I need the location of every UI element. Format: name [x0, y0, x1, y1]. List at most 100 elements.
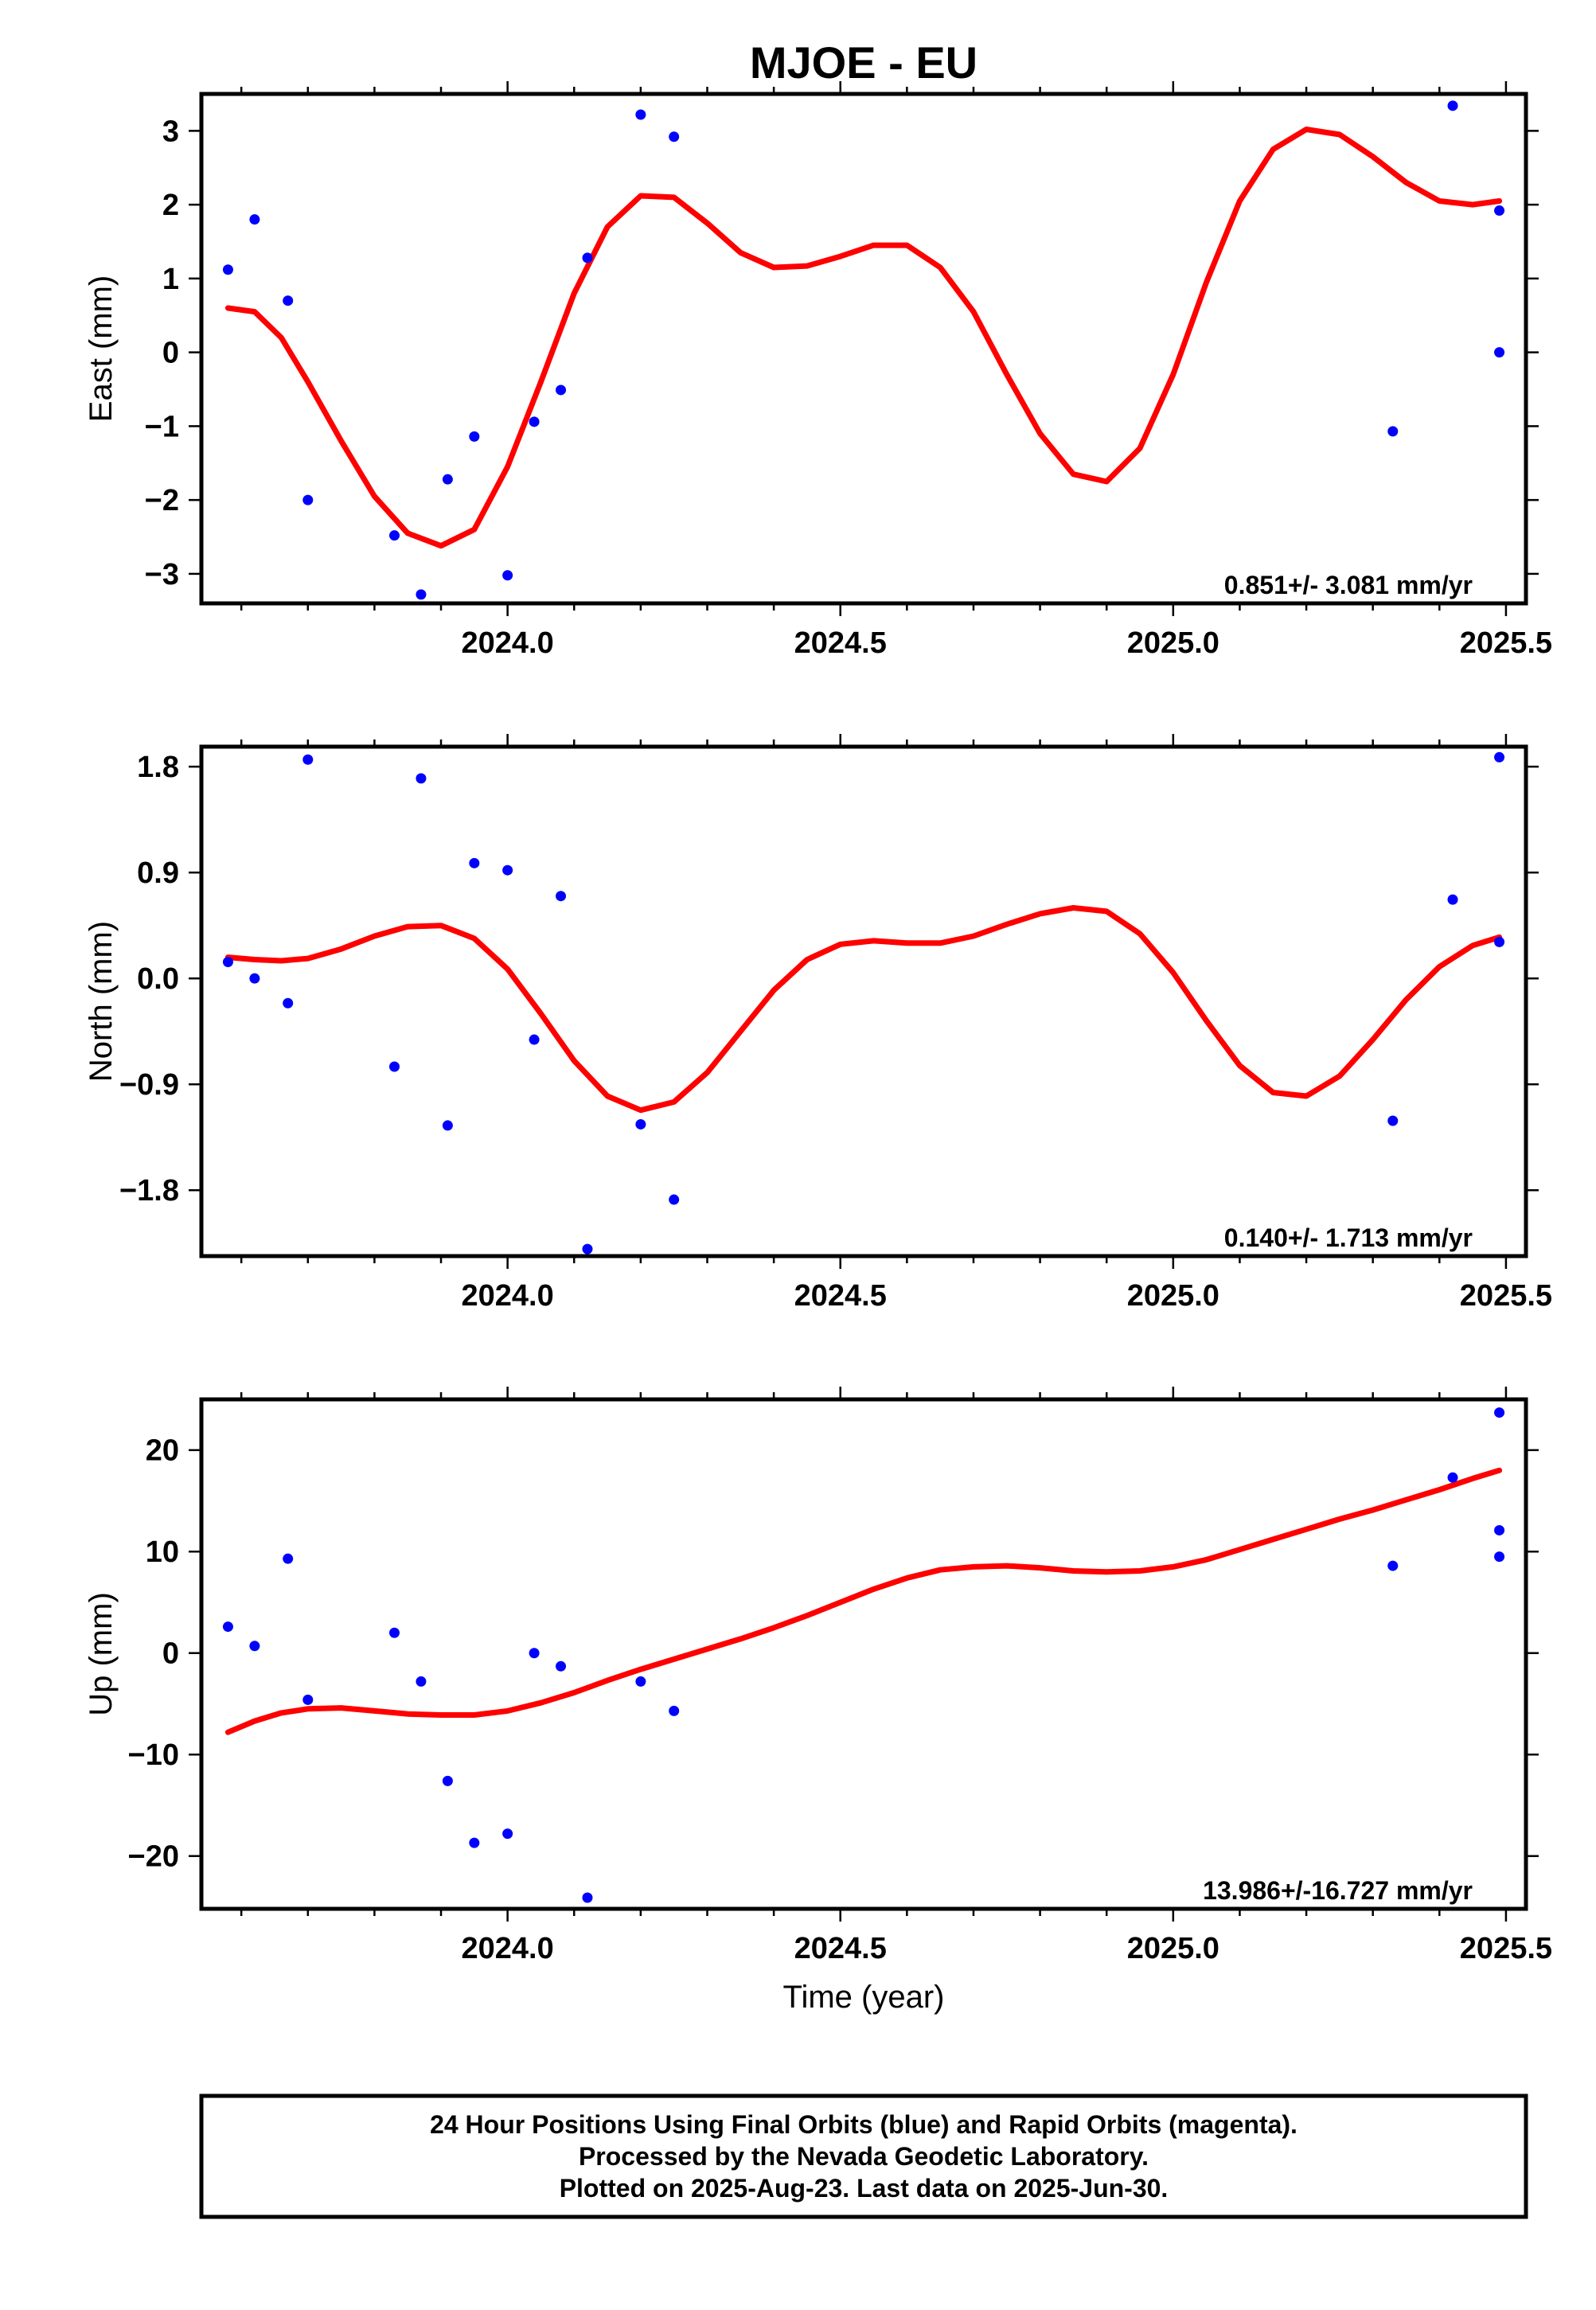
north-data-point	[249, 973, 260, 984]
east-fit-line	[224, 127, 1503, 549]
north-x-tick-label: 2025.0	[1127, 1279, 1219, 1313]
north-data-point	[416, 773, 427, 784]
north-data-point	[1447, 894, 1458, 905]
up-data	[224, 1467, 1503, 1735]
up-rate-label: 13.986+/-16.727 mm/yr	[1203, 1876, 1473, 1905]
east-y-tick-label: 1	[162, 263, 179, 296]
east-data-point	[1447, 100, 1458, 111]
east-data	[224, 127, 1503, 549]
up-fit-line	[224, 1467, 1503, 1735]
north-data-point	[1387, 1115, 1399, 1126]
east-data-point	[249, 214, 260, 225]
east-x-tick-label: 2024.0	[462, 626, 554, 660]
up-y-tick-label: 10	[146, 1535, 179, 1569]
east-data-point	[669, 131, 680, 142]
up-data-point	[1494, 1551, 1505, 1563]
up-data-point	[416, 1676, 427, 1687]
up-data-point	[582, 1892, 593, 1903]
north-data-point	[283, 997, 294, 1009]
north-data-point	[1494, 936, 1505, 947]
north-plot-frame	[199, 744, 1528, 1258]
north-data	[224, 905, 1503, 1114]
east-data-point	[635, 109, 646, 120]
up-data-point	[1447, 1472, 1458, 1483]
up-plot-frame	[199, 1397, 1528, 1911]
north-data-point	[635, 1118, 646, 1130]
north-data-point	[556, 891, 567, 902]
footnote-frame	[199, 2093, 1528, 2219]
north-data-point	[582, 1243, 593, 1255]
east-x-tick-label: 2025.5	[1460, 626, 1552, 660]
east-data-point	[1387, 426, 1399, 437]
east-plot-frame	[199, 92, 1528, 606]
east-data-point	[302, 494, 314, 505]
up-data-point	[222, 1621, 233, 1633]
up-data-point	[1387, 1560, 1399, 1571]
up-y-tick-label: 0	[162, 1637, 179, 1671]
east-data-point	[1494, 205, 1505, 217]
north-data-point	[302, 754, 314, 765]
east-data-point	[556, 384, 567, 396]
footnote-line-3: Plotted on 2025-Aug-23. Last data on 202…	[560, 2174, 1169, 2203]
east-x-tick-label: 2024.5	[794, 626, 887, 660]
north-data-point	[669, 1194, 680, 1205]
up-data-point	[302, 1694, 314, 1705]
up-y-tick-label: −20	[128, 1840, 179, 1874]
up-data-point	[249, 1641, 260, 1652]
east-data-point	[529, 416, 540, 427]
north-y-tick-label: 0.9	[137, 856, 179, 890]
east-rate-label: 0.851+/- 3.081 mm/yr	[1224, 571, 1473, 599]
east-y-tick-label: −1	[145, 410, 179, 443]
up-data-point	[469, 1837, 480, 1848]
up-panel: 2024.0 2024.5 2025.0 2025.5 −20 −10 0 10 20 Up (m…	[84, 1387, 1552, 1965]
east-data-point	[469, 431, 480, 442]
north-y-tick-label: 0.0	[137, 962, 179, 996]
north-panel: 2024.0 2024.5 2025.0 2025.5 −1.8 −0.9 0.0 0.9 1.…	[84, 734, 1552, 1313]
panels: 2024.0 2024.5 2025.0 2025.5 −3 −2 −1 0 1 2 3 East (…	[84, 81, 1552, 1965]
east-data-point	[388, 530, 400, 541]
up-data-point	[502, 1828, 513, 1840]
east-y-tick-label: −3	[145, 558, 179, 591]
north-rate-label: 0.140+/- 1.713 mm/yr	[1224, 1223, 1473, 1252]
east-y-tick-label: 2	[162, 189, 179, 222]
north-x-tick-label: 2024.5	[794, 1279, 887, 1313]
footnote-box: 24 Hour Positions Using Final Orbits (bl…	[199, 2093, 1528, 2219]
up-x-tick-label: 2024.0	[462, 1932, 554, 1965]
north-data-point	[529, 1034, 540, 1045]
north-y-tick-label: −0.9	[119, 1068, 179, 1102]
east-data-point	[1494, 347, 1505, 358]
east-y-tick-label: 0	[162, 337, 179, 370]
north-data-point	[222, 956, 233, 967]
east-data-point	[442, 474, 453, 485]
north-y-axis-label: North (mm)	[84, 921, 119, 1082]
up-x-tick-label: 2025.5	[1460, 1932, 1552, 1965]
up-data-point	[1494, 1407, 1505, 1418]
north-y-tick-label: −1.8	[119, 1174, 179, 1208]
east-y-tick-label: 3	[162, 115, 179, 148]
footnote-line-2: Processed by the Nevada Geodetic Laborat…	[579, 2142, 1149, 2171]
north-y-tick-label: 1.8	[137, 751, 179, 784]
up-data-point	[1494, 1524, 1505, 1535]
north-data-point	[1494, 751, 1505, 763]
east-x-tick-label: 2025.0	[1127, 626, 1219, 660]
up-data-point	[635, 1676, 646, 1687]
east-panel: 2024.0 2024.5 2025.0 2025.5 −3 −2 −1 0 1 2 3 East (…	[84, 81, 1552, 660]
chart-title: MJOE - EU	[750, 37, 978, 88]
up-data-point	[442, 1775, 453, 1786]
north-x-tick-label: 2024.0	[462, 1279, 554, 1313]
north-data-point	[442, 1120, 453, 1131]
north-data-point	[388, 1061, 400, 1072]
up-data-point	[529, 1648, 540, 1659]
up-x-tick-label: 2025.0	[1127, 1932, 1219, 1965]
east-y-tick-label: −2	[145, 484, 179, 517]
up-y-axis-label: Up (mm)	[84, 1592, 119, 1716]
east-data-point	[283, 295, 294, 306]
up-x-tick-label: 2024.5	[794, 1932, 887, 1965]
x-axis-label: Time (year)	[783, 1980, 945, 2015]
up-data-point	[283, 1553, 294, 1564]
east-y-axis-label: East (mm)	[84, 275, 119, 422]
north-data-point	[502, 864, 513, 876]
north-fit-line	[224, 905, 1503, 1114]
east-data-point	[222, 264, 233, 275]
